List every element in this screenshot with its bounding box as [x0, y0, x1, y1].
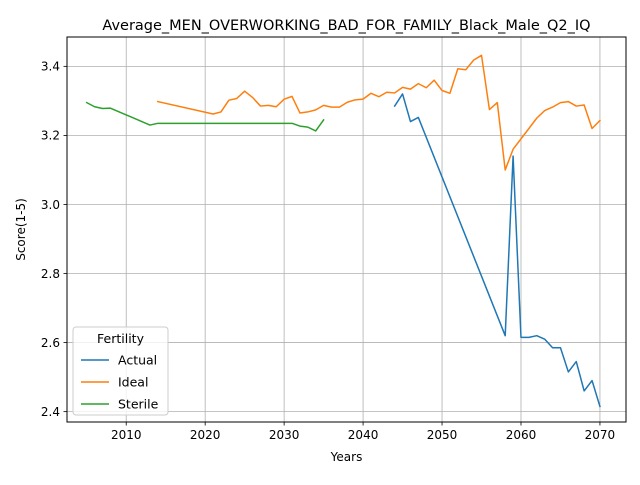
x-tick-label-2060: 2060: [506, 428, 537, 442]
y-tick-label-2.8: 2.8: [41, 267, 60, 281]
y-tick-label-2.6: 2.6: [41, 336, 60, 350]
y-axis-label: Score(1-5): [14, 198, 28, 261]
chart-title: Average_MEN_OVERWORKING_BAD_FOR_FAMILY_B…: [102, 18, 590, 34]
series-line-ideal: [156, 54, 602, 171]
y-tick-label-2.4: 2.4: [41, 405, 60, 419]
legend-label-sterile: Sterile: [118, 397, 159, 412]
legend-label-actual: Actual: [118, 353, 157, 368]
y-tick-label-3.4: 3.4: [41, 60, 60, 74]
legend: Fertility Actual Ideal Sterile: [72, 326, 169, 416]
x-axis-label: Years: [330, 450, 363, 464]
x-tick-label-2030: 2030: [269, 428, 300, 442]
plot-area-frame: [66, 36, 627, 423]
x-tick-label-2040: 2040: [348, 428, 379, 442]
legend-title: Fertility: [97, 331, 145, 346]
legend-box: [72, 326, 169, 416]
x-tick-label-2070: 2070: [585, 428, 616, 442]
x-tick-label-2020: 2020: [190, 428, 221, 442]
x-tick-label-2050: 2050: [427, 428, 458, 442]
series-line-actual: [393, 93, 601, 408]
legend-entries: Actual Ideal Sterile: [81, 353, 159, 412]
series-lines: [85, 54, 602, 408]
y-tick-label-3.0: 3.0: [41, 198, 60, 212]
legend-label-ideal: Ideal: [118, 375, 148, 390]
x-tick-label-2010: 2010: [111, 428, 142, 442]
series-line-sterile: [85, 101, 325, 132]
axis-ticks: 2010 2020 2030 2040 2050 2060 2070 2.4 2.6 2.8 3.0…: [41, 60, 615, 442]
y-tick-label-3.2: 3.2: [41, 129, 60, 143]
